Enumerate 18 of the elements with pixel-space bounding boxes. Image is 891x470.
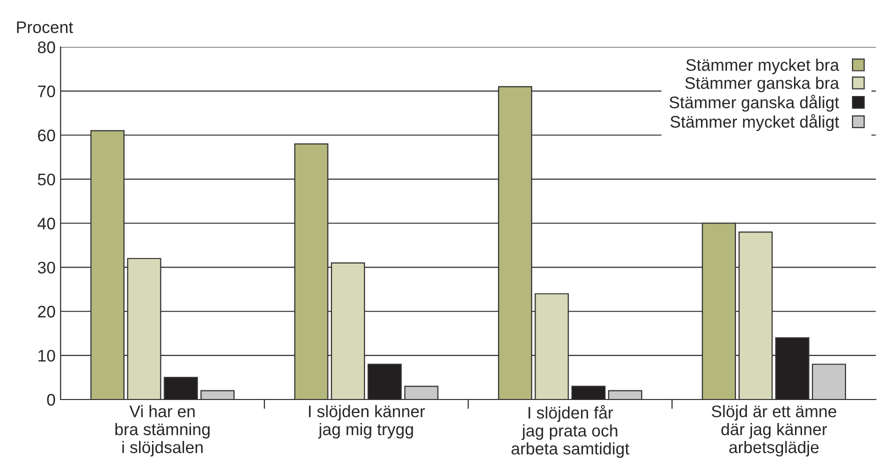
legend-label: Stämmer ganska bra — [685, 76, 840, 92]
x-tick-label: I slöjden får jag prata och arbeta samtidigt — [512, 405, 630, 458]
y-tick-label: 50 — [38, 174, 56, 186]
legend-label: Stämmer ganska dåligt — [670, 94, 840, 112]
y-tick-label: 70 — [38, 85, 56, 98]
y-tick-label: 10 — [38, 350, 56, 362]
x-tick-label: Vi har en bra stämning i slöjdsalen — [115, 405, 210, 456]
y-axis-title: Procent — [17, 22, 74, 34]
y-tick-label: 30 — [38, 262, 56, 274]
legend-label: Stämmer mycket bra — [686, 58, 840, 74]
y-tick-label: 40 — [38, 218, 56, 230]
y-tick-label: 80 — [38, 41, 56, 54]
y-tick-label: 20 — [38, 306, 56, 318]
y-tick-label: 60 — [38, 130, 56, 142]
x-tick-label: Slöjd är ett ämne där jag känner arbetsglädje — [712, 405, 836, 456]
y-tick-label: 0 — [47, 394, 56, 406]
x-tick-label: I slöjden känner jag mig trygg — [309, 405, 425, 439]
legend-label: Stämmer mycket dåligt — [670, 114, 840, 132]
